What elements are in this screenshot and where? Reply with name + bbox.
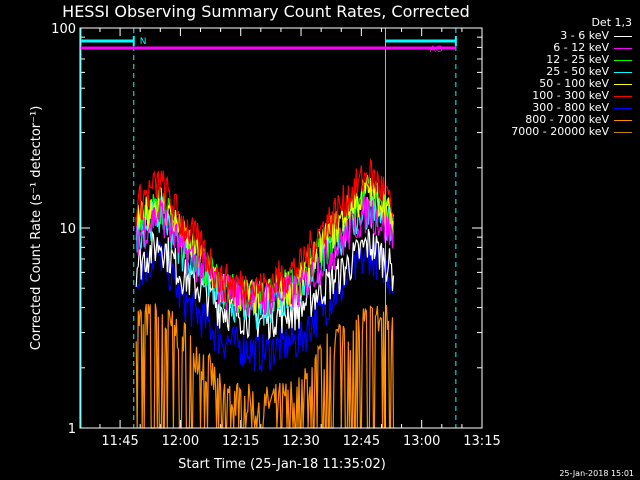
y-tick-label: 10 (59, 222, 76, 237)
legend-item: 800 - 7000 keV (525, 114, 632, 126)
legend-swatch (614, 83, 632, 85)
legend-label: 3 - 6 keV (560, 29, 609, 42)
legend-item: 12 - 25 keV (546, 54, 632, 66)
series-line (135, 194, 395, 317)
x-tick-label: 12:45 (343, 434, 380, 449)
legend-item: 25 - 50 keV (546, 66, 632, 78)
x-tick-label: 13:15 (463, 434, 500, 449)
legend-swatch (614, 119, 632, 121)
chart-title: HESSI Observing Summary Count Rates, Cor… (62, 2, 470, 21)
legend-label: 100 - 300 keV (532, 89, 609, 102)
x-tick-label: 12:30 (282, 434, 319, 449)
y-tick-label: 1 (68, 422, 76, 437)
legend-item: 3 - 6 keV (560, 30, 632, 42)
legend-label: 300 - 800 keV (532, 101, 609, 114)
x-axis-label: Start Time (25-Jan-18 11:35:02) (178, 457, 386, 472)
legend-swatch (614, 131, 632, 133)
y-tick-label: 100 (51, 22, 76, 37)
x-tick-label: 11:45 (101, 434, 138, 449)
legend-label: 7000 - 20000 keV (511, 125, 609, 138)
legend-label: 800 - 7000 keV (525, 113, 609, 126)
legend-label: 25 - 50 keV (546, 65, 609, 78)
legend-item: 6 - 12 keV (553, 42, 632, 54)
legend-item: 50 - 100 keV (539, 78, 632, 90)
legend-swatch (614, 107, 632, 109)
legend-label: 50 - 100 keV (539, 77, 609, 90)
legend-swatch (614, 95, 632, 97)
legend-title: Det 1,3 (591, 16, 632, 29)
legend-item: 300 - 800 keV (532, 102, 632, 114)
x-tick-label: 12:00 (162, 434, 199, 449)
legend-swatch (614, 35, 632, 37)
attenuator-label: AO (430, 45, 443, 55)
legend-label: 6 - 12 keV (553, 41, 609, 54)
legend-item: 100 - 300 keV (532, 90, 632, 102)
night-label: N (140, 37, 147, 47)
footer-timestamp: 25-Jan-2018 15:01 (559, 469, 634, 478)
legend-swatch (614, 71, 632, 73)
series-line (135, 157, 395, 308)
plot-frame (79, 27, 483, 429)
legend-label: 12 - 25 keV (546, 53, 609, 66)
x-tick-label: 12:15 (222, 434, 259, 449)
series-line (135, 303, 395, 429)
series-line (135, 229, 395, 341)
legend-swatch (614, 47, 632, 49)
x-tick-label: 13:00 (403, 434, 440, 449)
y-axis-label: Corrected Count Rate (s⁻¹ detector⁻¹) (29, 106, 44, 351)
legend-item: 7000 - 20000 keV (511, 126, 632, 138)
legend-swatch (614, 59, 632, 61)
